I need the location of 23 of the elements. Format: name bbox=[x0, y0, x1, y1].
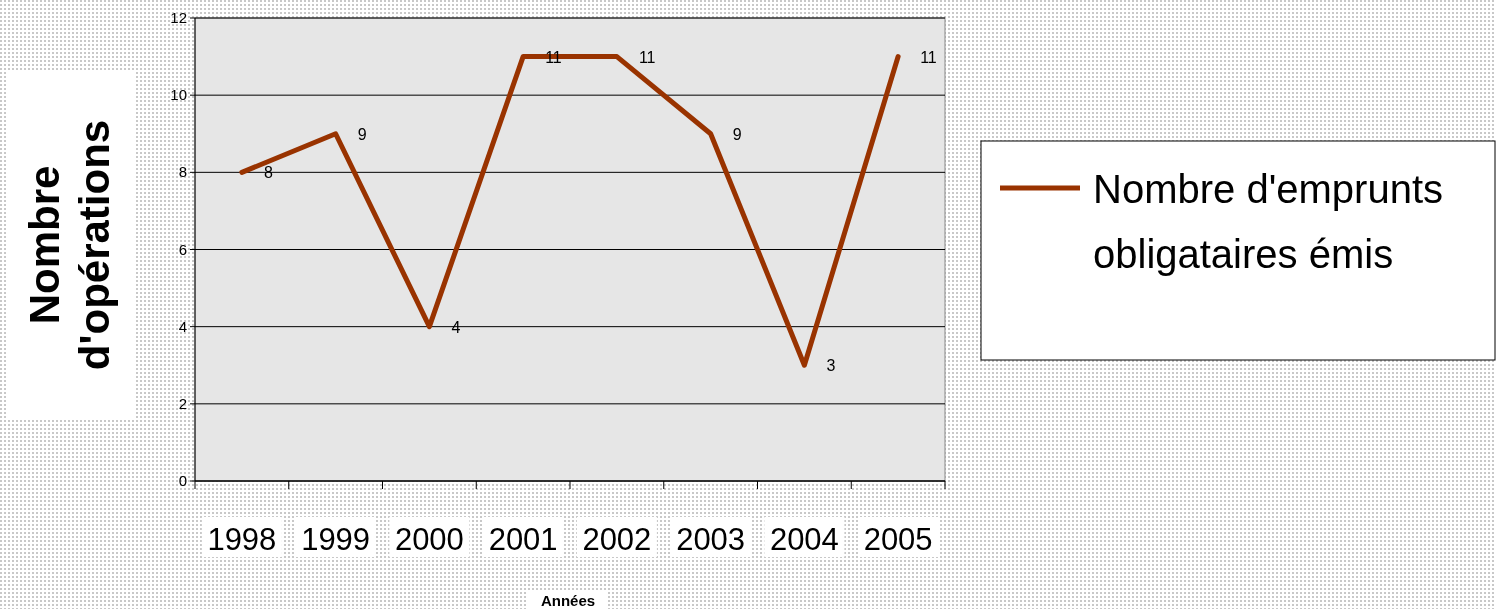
x-tick-label: 2004 bbox=[769, 522, 839, 557]
y-tick-label: 6 bbox=[178, 240, 187, 258]
legend-label: Nombre d'emprunts obligataires émis bbox=[1093, 167, 1443, 276]
x-tick-label: 2005 bbox=[863, 522, 933, 557]
y-tick-label: 2 bbox=[178, 394, 187, 412]
y-tick-label: 8 bbox=[178, 163, 187, 181]
x-tick-label: 2003 bbox=[676, 522, 746, 557]
y-tick-label: 4 bbox=[178, 317, 187, 335]
y-axis-title: Nombre d'opérations bbox=[21, 119, 118, 371]
x-tick-label: 1998 bbox=[207, 522, 277, 557]
x-tick-label: 2001 bbox=[488, 522, 558, 557]
x-tick-label: 2002 bbox=[582, 522, 652, 557]
data-label: 3 bbox=[826, 357, 836, 375]
data-label: 11 bbox=[638, 48, 656, 66]
data-label: 9 bbox=[732, 125, 742, 143]
y-tick-label: 12 bbox=[170, 9, 187, 26]
x-tick-label: 1999 bbox=[301, 522, 371, 557]
x-tick-label: 2000 bbox=[394, 522, 464, 557]
data-label: 9 bbox=[357, 125, 367, 143]
data-label: 11 bbox=[920, 48, 937, 66]
x-axis-title: Années bbox=[540, 592, 596, 609]
y-tick-label: 0 bbox=[178, 472, 187, 489]
y-tick-label: 10 bbox=[170, 86, 187, 104]
